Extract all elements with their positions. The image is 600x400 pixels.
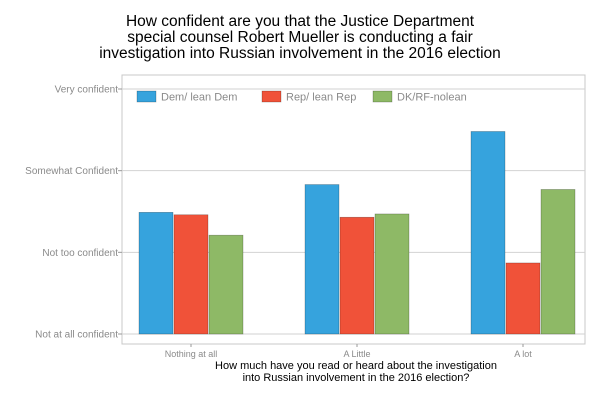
bar-dk-rf-nolean-0 [208,234,244,335]
y-axis-ticks: Not at all confident Not too confident Som… [25,85,122,341]
legend-label: Dem/ lean Dem [161,92,237,104]
chart-title-line: investigation into Russian involvement i… [99,45,501,62]
bar-dem-lean-dem-2 [470,131,506,335]
legend-label: Rep/ lean Rep [286,92,356,104]
y-tick-label: Not too confident [42,248,118,259]
chart-title-line: How confident are you that the Justice D… [126,13,475,30]
legend-swatch [372,90,393,103]
bar-rep-lean-rep-2 [505,262,541,335]
legend-swatch [136,90,157,103]
bar-dk-rf-nolean-2 [540,189,576,335]
bar-dk-rf-nolean-1 [374,213,410,335]
legend-label: DK/RF-nolean [397,92,467,104]
x-tick-label: A lot [514,349,532,359]
chart-title: How confident are you that the Justice D… [99,13,501,62]
x-axis-title-line: How much have you read or heard about th… [215,360,497,372]
y-tick-label: Very confident [55,85,119,96]
bar-dem-lean-dem-0 [138,212,174,335]
y-tick-label: Not at all confident [35,330,118,341]
x-axis-title: How much have you read or heard about th… [215,360,497,384]
legend-swatch [261,90,282,103]
y-tick-label: Somewhat Confident [25,166,118,177]
x-axis-ticks: Nothing at all A Little A lot [165,344,532,359]
bars [138,131,576,335]
chart-title-line: special counsel Robert Mueller is conduc… [127,29,472,46]
bar-rep-lean-rep-0 [173,214,209,335]
x-tick-label: A Little [343,349,370,359]
x-axis-title-line: into Russian involvement in the 2016 ele… [243,372,470,384]
bar-rep-lean-rep-1 [339,216,375,335]
legend: Dem/ lean Dem Rep/ lean Rep DK/RF-nolean [136,90,467,104]
x-tick-label: Nothing at all [165,349,218,359]
bar-dem-lean-dem-1 [304,184,340,335]
